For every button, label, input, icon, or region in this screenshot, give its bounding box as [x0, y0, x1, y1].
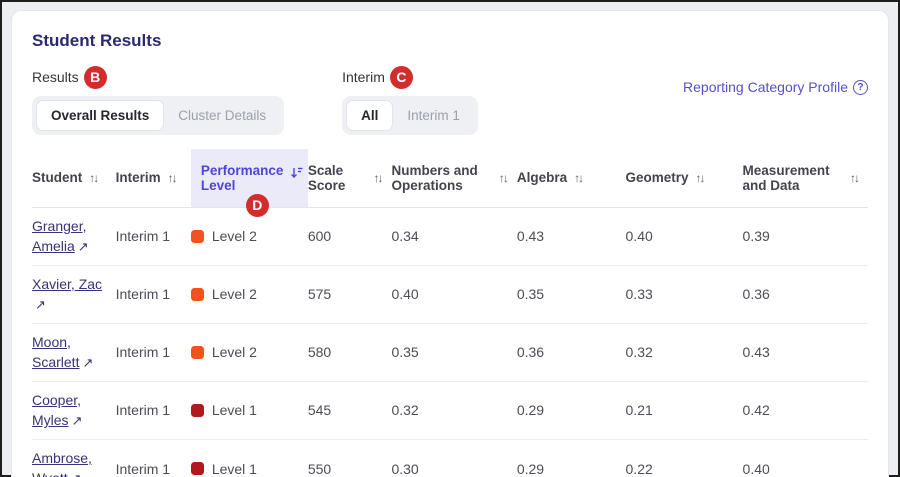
- geometry-cell: 0.33: [625, 265, 743, 324]
- numbers-operations-cell: 0.30: [391, 439, 517, 477]
- algebra-cell: 0.35: [516, 265, 626, 324]
- page-title: Student Results: [32, 31, 162, 50]
- annotation-badge-c: C: [389, 65, 413, 89]
- interim-cell: Interim 1: [115, 207, 191, 266]
- annotation-badge-d: D: [245, 193, 269, 217]
- help-icon[interactable]: ?: [853, 79, 868, 95]
- algebra-cell: 0.43: [516, 207, 626, 266]
- scale-score-cell: 580: [307, 323, 392, 382]
- scale-score-cell: 575: [307, 265, 392, 324]
- toggle-all[interactable]: All: [346, 100, 394, 131]
- results-filter-group: Results B Overall Results Cluster Detail…: [32, 65, 285, 135]
- interim-filter-label: Interim: [342, 69, 385, 85]
- geometry-cell: 0.21: [625, 381, 743, 441]
- toggle-cluster-details[interactable]: Cluster Details: [164, 101, 280, 130]
- sort-icon[interactable]: ↑↓: [574, 170, 584, 185]
- student-link[interactable]: Moon, Scarlett ↗: [32, 334, 93, 370]
- column-header-student[interactable]: Student ↑↓: [32, 149, 116, 208]
- interim-cell: Interim 1: [115, 265, 191, 324]
- external-link-icon: ↗: [35, 296, 46, 312]
- column-header-geometry[interactable]: Geometry ↑↓: [625, 149, 743, 208]
- table-row: Moon, Scarlett ↗ Interim 1 Level 2 580 0.…: [32, 323, 868, 382]
- column-header-algebra[interactable]: Algebra ↑↓: [516, 149, 626, 208]
- interim-cell: Interim 1: [115, 323, 191, 382]
- measurement-data-cell: 0.40: [742, 439, 868, 477]
- annotation-badge-b: B: [83, 65, 107, 89]
- toggle-interim-1[interactable]: Interim 1: [393, 101, 474, 130]
- column-header-interim[interactable]: Interim ↑↓: [115, 149, 191, 208]
- performance-level-label: Level 2: [211, 228, 257, 245]
- performance-level-swatch: [190, 403, 204, 417]
- external-link-icon: ↗: [71, 413, 83, 429]
- student-link[interactable]: Ambrose, Wyatt↗: [32, 450, 92, 477]
- algebra-cell: 0.29: [516, 381, 626, 441]
- geometry-cell: 0.22: [625, 439, 743, 477]
- results-filter-label: Results: [32, 69, 79, 85]
- numbers-operations-cell: 0.34: [391, 207, 517, 266]
- algebra-cell: 0.36: [516, 323, 626, 382]
- sort-icon[interactable]: ↑↓: [498, 170, 509, 185]
- numbers-operations-cell: 0.35: [391, 323, 517, 382]
- scale-score-cell: 600: [307, 207, 392, 266]
- toggle-overall-results[interactable]: Overall Results: [36, 100, 165, 131]
- scale-score-cell: 550: [307, 439, 392, 477]
- external-link-icon: ↗: [82, 355, 94, 371]
- measurement-data-cell: 0.42: [742, 381, 868, 441]
- numbers-operations-cell: 0.32: [391, 381, 517, 441]
- table-row: Cooper, Myles ↗ Interim 1 Level 1 545 0.3…: [32, 381, 868, 441]
- performance-level-label: Level 1: [211, 460, 257, 477]
- interim-cell: Interim 1: [115, 439, 191, 477]
- table-row: Granger, Amelia ↗ Interim 1 Level 2 600 0…: [32, 207, 868, 266]
- student-results-table: Student ↑↓ Interim ↑↓ Performance Level D …: [32, 149, 868, 477]
- sort-icon[interactable]: ↑↓: [89, 170, 99, 185]
- interim-filter-group: Interim C All Interim 1: [342, 65, 478, 135]
- column-header-measurement-data[interactable]: Measurement and Data ↑↓: [742, 149, 868, 208]
- performance-level-label: Level 2: [211, 344, 257, 361]
- performance-level-label: Level 1: [211, 402, 257, 419]
- algebra-cell: 0.29: [516, 439, 626, 477]
- scale-score-cell: 545: [307, 381, 392, 441]
- sort-icon[interactable]: ↑↓: [850, 170, 860, 185]
- performance-level-swatch: [190, 462, 204, 476]
- reporting-category-profile-link[interactable]: Reporting Category Profile ?: [683, 79, 868, 95]
- student-link[interactable]: Xavier, Zac↗: [32, 276, 102, 312]
- sort-descending-icon[interactable]: [290, 166, 303, 182]
- filter-bar: Results B Overall Results Cluster Detail…: [32, 65, 868, 135]
- performance-level-label: Level 2: [211, 286, 257, 303]
- interim-cell: Interim 1: [115, 381, 191, 441]
- table-header-row: Student ↑↓ Interim ↑↓ Performance Level D …: [32, 149, 868, 217]
- column-header-scale-score[interactable]: Scale Score ↑↓: [307, 149, 392, 208]
- geometry-cell: 0.32: [625, 323, 743, 382]
- measurement-data-cell: 0.39: [742, 207, 868, 266]
- performance-level-swatch: [190, 287, 204, 301]
- numbers-operations-cell: 0.40: [391, 265, 517, 324]
- sort-icon[interactable]: ↑↓: [695, 170, 706, 185]
- geometry-cell: 0.40: [625, 207, 743, 266]
- external-link-icon: ↗: [77, 238, 89, 254]
- results-toggle-group: Overall Results Cluster Details: [32, 96, 285, 135]
- interim-toggle-group: All Interim 1: [342, 96, 478, 135]
- measurement-data-cell: 0.43: [742, 323, 868, 382]
- table-row: Ambrose, Wyatt↗ Interim 1 Level 1 550 0.…: [32, 439, 868, 477]
- student-link[interactable]: Granger, Amelia ↗: [32, 218, 89, 254]
- performance-level-swatch: [190, 345, 204, 359]
- student-link[interactable]: Cooper, Myles ↗: [32, 392, 82, 428]
- external-link-icon: ↗: [71, 470, 82, 477]
- performance-level-swatch: [190, 229, 204, 243]
- sort-icon[interactable]: ↑↓: [167, 170, 178, 185]
- column-header-performance-level[interactable]: Performance Level D: [190, 149, 308, 217]
- student-results-panel: Student Results Results B Overall Result…: [11, 10, 889, 477]
- sort-icon[interactable]: ↑↓: [373, 170, 383, 185]
- measurement-data-cell: 0.36: [742, 265, 868, 324]
- table-row: Xavier, Zac↗ Interim 1 Level 2 575 0.40 …: [32, 265, 868, 324]
- column-header-numbers-operations[interactable]: Numbers and Operations ↑↓: [391, 149, 517, 208]
